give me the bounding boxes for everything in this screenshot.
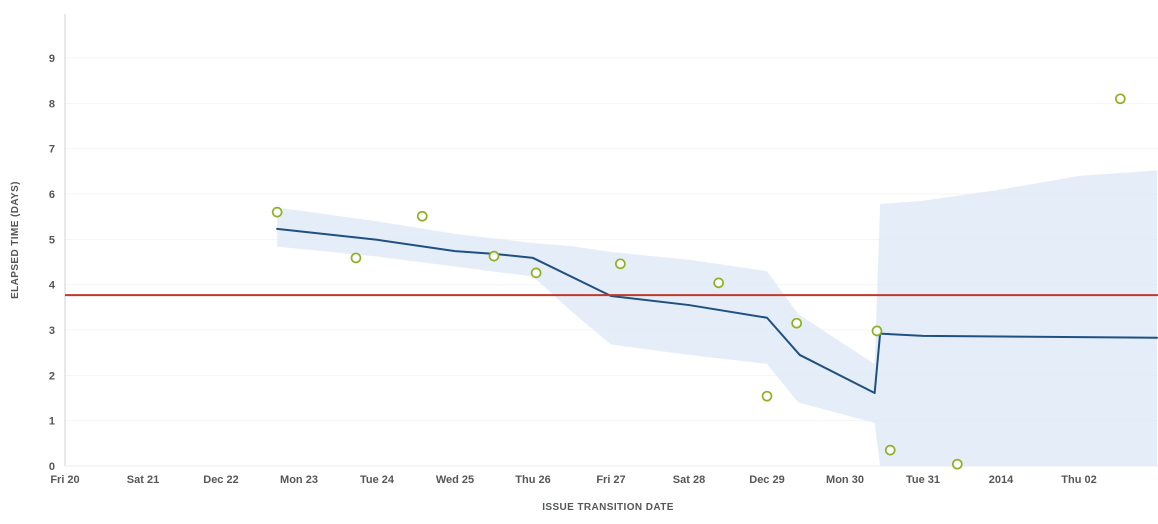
- x-tick-label-5: Wed 25: [436, 474, 474, 486]
- issue-point-7[interactable]: [761, 390, 773, 402]
- issue-point-9[interactable]: [871, 325, 883, 337]
- y-tick-label-3: 3: [49, 325, 55, 337]
- issue-point-2[interactable]: [416, 210, 428, 222]
- y-tick-label-8: 8: [49, 98, 55, 110]
- y-tick-label-9: 9: [49, 53, 55, 65]
- y-tick-label-2: 2: [49, 370, 55, 382]
- issue-point-12[interactable]: [1114, 93, 1126, 105]
- x-tick-label-9: Dec 29: [749, 474, 784, 486]
- issue-point-11[interactable]: [951, 458, 963, 470]
- chart-plot-area: 0 1 2 3 4 5 6 7 8 9 Fri 20 Sat 21 Dec 22 Mon 23 Tue 24…: [49, 14, 1158, 486]
- x-tick-label-6: Thu 26: [515, 474, 550, 486]
- x-tick-label-4: Tue 24: [360, 474, 395, 486]
- issue-point-10[interactable]: [884, 444, 896, 456]
- x-tick-label-7: Fri 27: [596, 474, 625, 486]
- y-tick-label-1: 1: [49, 416, 55, 428]
- x-tick-label-11: Tue 31: [906, 474, 940, 486]
- x-tick-label-3: Mon 23: [280, 474, 318, 486]
- x-tick-label-13: Thu 02: [1061, 474, 1096, 486]
- y-tick-label-7: 7: [49, 144, 55, 156]
- y-axis-title: ELAPSED TIME (DAYS): [10, 181, 21, 299]
- x-tick-label-8: Sat 28: [673, 474, 705, 486]
- issue-point-4[interactable]: [530, 267, 542, 279]
- issue-point-8[interactable]: [791, 317, 802, 329]
- y-tick-label-6: 6: [49, 189, 55, 201]
- y-tick-label-5: 5: [49, 234, 55, 246]
- y-tick-label-0: 0: [49, 461, 55, 473]
- x-tick-label-1: Sat 21: [127, 474, 159, 486]
- y-tick-label-4: 4: [49, 280, 56, 292]
- x-axis-title: ISSUE TRANSITION DATE: [542, 502, 674, 513]
- issue-point-3[interactable]: [488, 250, 500, 262]
- x-tick-label-2: Dec 22: [203, 474, 238, 486]
- issue-point-5[interactable]: [615, 258, 626, 270]
- x-tick-label-0: Fri 20: [50, 474, 79, 486]
- issue-point-6[interactable]: [713, 277, 724, 289]
- x-tick-label-12: 2014: [989, 474, 1014, 486]
- std-deviation-band: [277, 170, 1157, 466]
- x-tick-label-10: Mon 30: [826, 474, 864, 486]
- issue-point-1[interactable]: [350, 252, 362, 264]
- issue-point-0[interactable]: [271, 206, 283, 218]
